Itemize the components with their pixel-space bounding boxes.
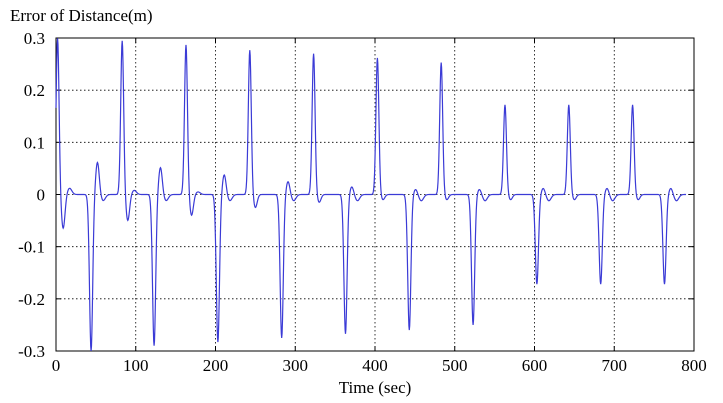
y-axis: 0.3 0.2 0.1 0 -0.1 -0.2 -0.3 — [18, 29, 694, 361]
series-line — [55, 38, 687, 351]
y-tick-label: 0.2 — [24, 81, 45, 100]
x-tick-label: 500 — [442, 356, 468, 375]
grid — [56, 38, 694, 351]
x-tick-label: 400 — [362, 356, 388, 375]
x-tick-label: 800 — [681, 356, 707, 375]
y-tick-label: 0 — [37, 186, 46, 205]
x-tick-label: 200 — [203, 356, 229, 375]
y-tick-label: -0.2 — [18, 290, 45, 309]
x-tick-label: 300 — [283, 356, 309, 375]
x-tick-label: 0 — [52, 356, 61, 375]
chart-title: Error of Distance(m) — [10, 6, 153, 25]
x-axis: 0 100 200 300 400 500 600 700 800 — [52, 38, 707, 375]
x-tick-label: 100 — [123, 356, 149, 375]
x-axis-label: Time (sec) — [339, 378, 412, 397]
y-tick-label: -0.1 — [18, 238, 45, 257]
y-tick-label: -0.3 — [18, 342, 45, 361]
x-tick-label: 700 — [602, 356, 628, 375]
y-tick-label: 0.3 — [24, 29, 45, 48]
y-tick-label: 0.1 — [24, 133, 45, 152]
x-tick-label: 600 — [522, 356, 548, 375]
